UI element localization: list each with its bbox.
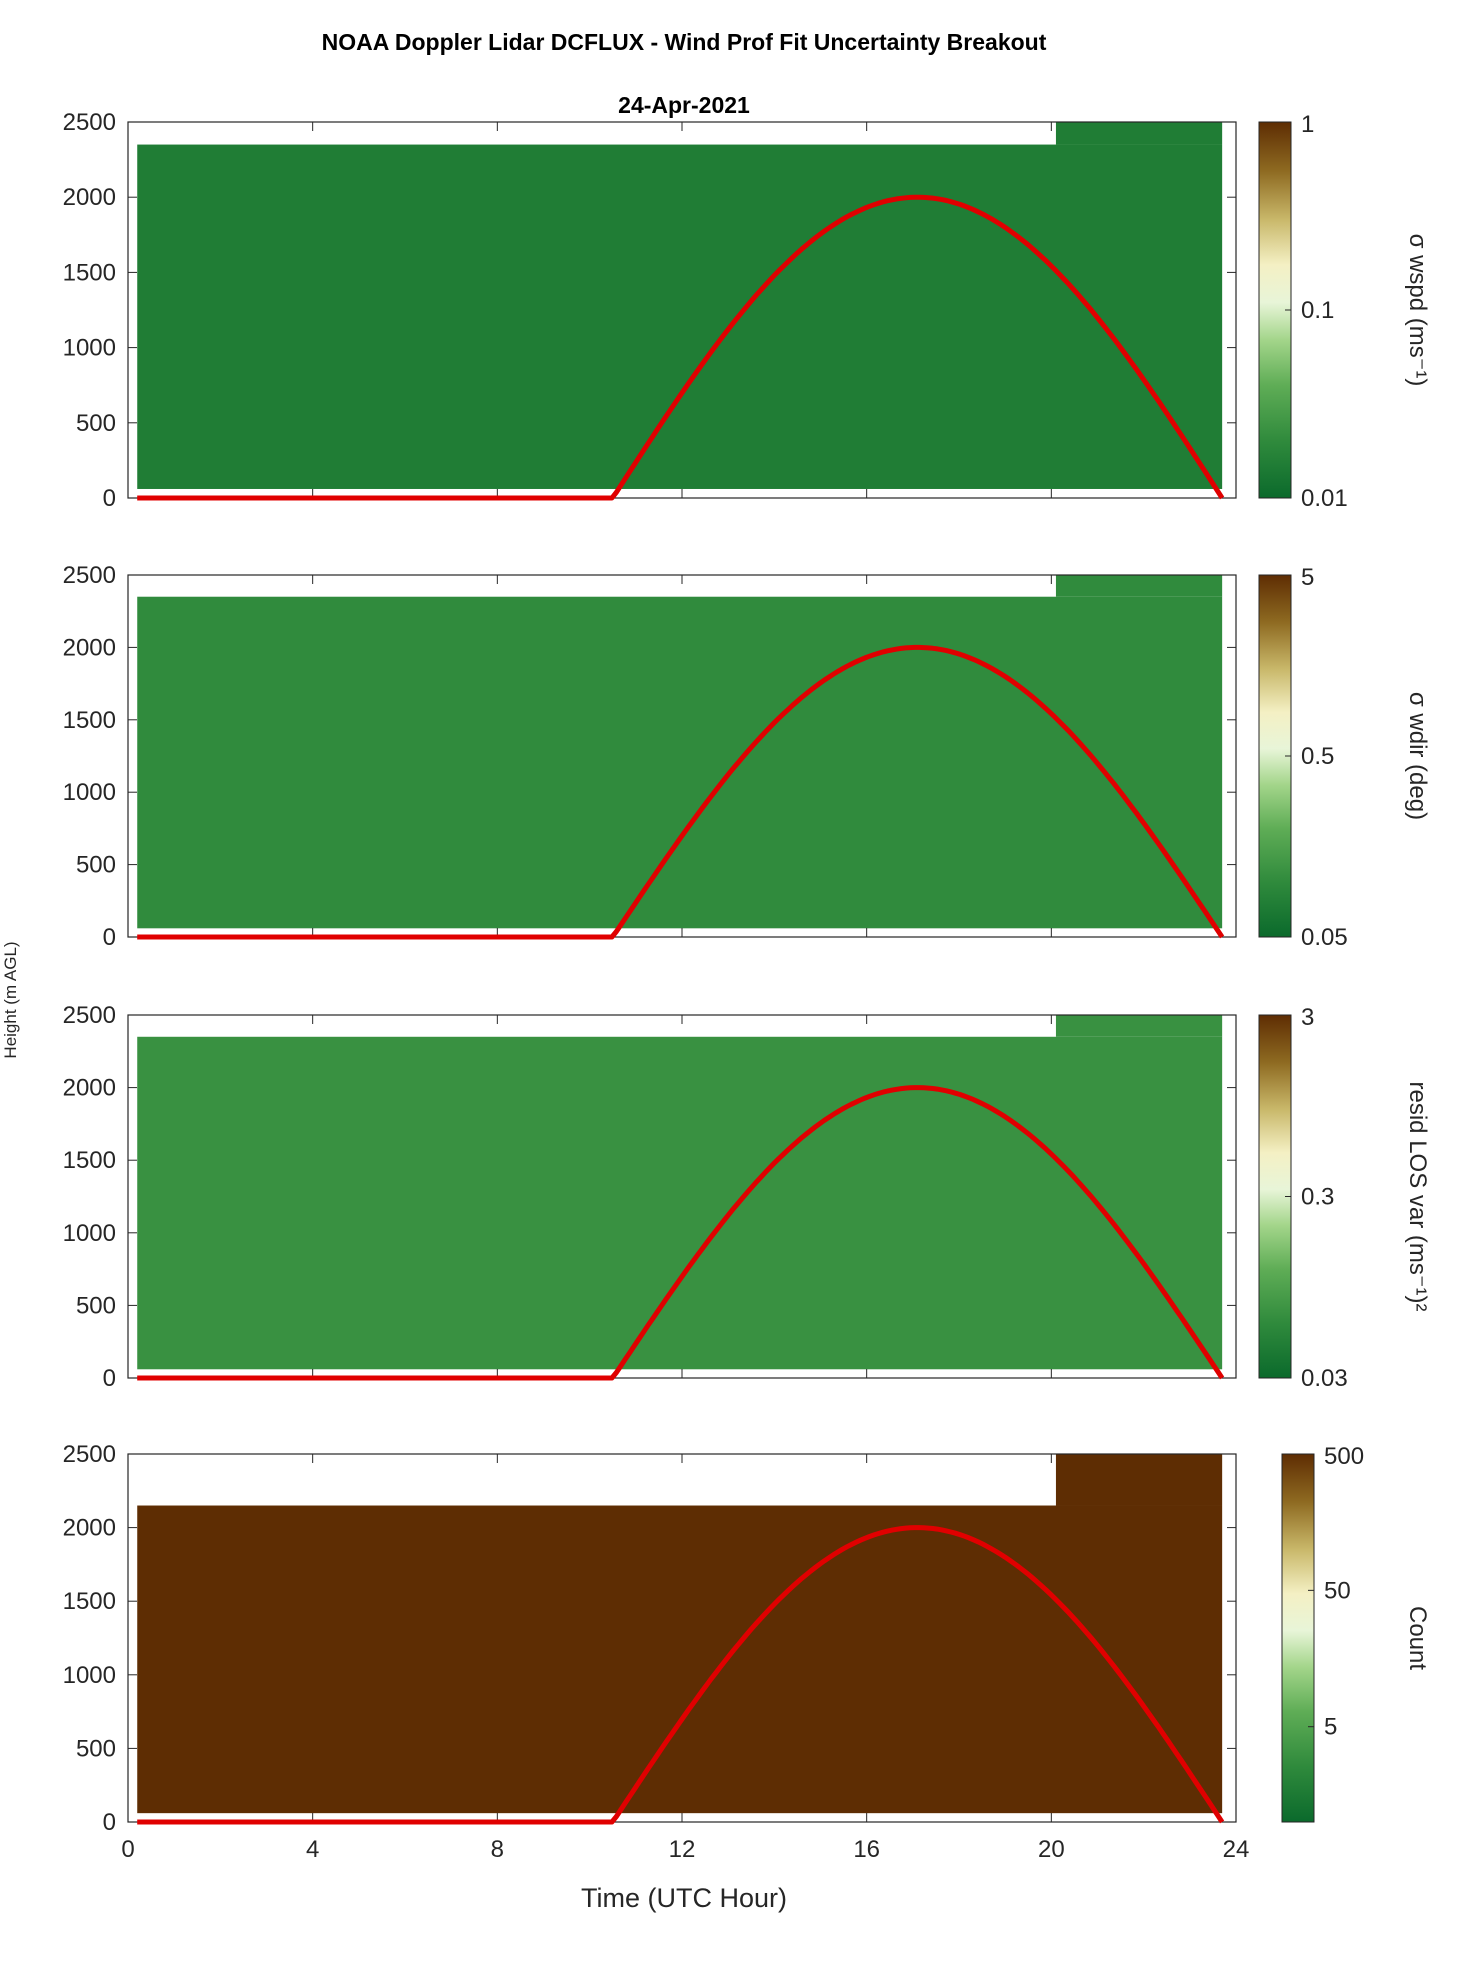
y-tick-label: 2500 xyxy=(63,562,116,589)
colorbar-title: resid LOS var (ms⁻¹)² xyxy=(1404,1081,1431,1311)
colorbar-tick-label: 500 xyxy=(1324,1443,1364,1470)
colorbar-tick-label: 5 xyxy=(1301,564,1314,591)
panel-wspd: 2500 2000 1500 1000 500 0 1 0.1 0.01 σ wspd (ms⁻¹… xyxy=(63,109,1431,512)
y-tick-label: 2000 xyxy=(63,1075,116,1102)
colorbar-title: σ wspd (ms⁻¹) xyxy=(1404,234,1431,387)
colorbar-tick-label: 5 xyxy=(1324,1714,1337,1741)
y-tick-label: 2000 xyxy=(63,634,116,661)
heatmap-field-late xyxy=(1055,122,1223,145)
colorbar-title: σ wdir (deg) xyxy=(1404,692,1431,820)
colorbar-tick-label: 0.01 xyxy=(1301,485,1348,512)
y-tick-label: 1500 xyxy=(63,707,116,734)
colorbar-tick-label: 0.5 xyxy=(1301,743,1334,770)
y-tick-label: 500 xyxy=(76,410,116,437)
colorbar-tick-label: 1 xyxy=(1301,111,1314,138)
y-tick-label: 1000 xyxy=(63,1220,116,1247)
panel-count: 2500 2000 1500 1000 500 00 4 8 12 16 20 24 500 50 5 Cou… xyxy=(63,1441,1431,1863)
colorbar-tick-label: 0.1 xyxy=(1301,297,1334,324)
x-tick-label: 0 xyxy=(121,1836,134,1863)
y-tick-label: 2500 xyxy=(63,1002,116,1029)
y-tick-label: 0 xyxy=(103,1809,116,1836)
x-tick-label: 20 xyxy=(1038,1836,1065,1863)
shared-y-axis-label: Height (m AGL) xyxy=(1,941,20,1058)
y-tick-label: 2000 xyxy=(63,1515,116,1542)
y-tick-label: 2500 xyxy=(63,109,116,136)
x-tick-label: 4 xyxy=(306,1836,319,1863)
heatmap-field xyxy=(137,596,1223,929)
x-tick-label: 8 xyxy=(491,1836,504,1863)
y-tick-label: 1500 xyxy=(63,1588,116,1615)
heatmap-field xyxy=(137,1036,1223,1370)
heatmap-field-late xyxy=(1055,575,1223,597)
y-tick-label: 0 xyxy=(103,924,116,951)
heatmap-field xyxy=(137,144,1223,489)
heatmap-field-late xyxy=(1055,1454,1223,1506)
heatmap-field xyxy=(137,1505,1223,1814)
colorbar xyxy=(1281,1453,1315,1823)
y-tick-label: 500 xyxy=(76,1292,116,1319)
colorbar-tick-label: 0.05 xyxy=(1301,924,1348,951)
y-tick-label: 500 xyxy=(76,1735,116,1762)
y-tick-label: 1500 xyxy=(63,1147,116,1174)
y-tick-label: 1000 xyxy=(63,1662,116,1689)
overlay-curve xyxy=(137,644,1225,940)
colorbar-tick-label: 50 xyxy=(1324,1577,1351,1604)
overlay-curve xyxy=(137,1085,1225,1381)
colorbar-tick-label: 0.3 xyxy=(1301,1184,1334,1211)
x-axis-label: Time (UTC Hour) xyxy=(581,1883,787,1913)
y-tick-label: 1000 xyxy=(63,779,116,806)
figure-date: 24-Apr-2021 xyxy=(618,92,750,118)
heatmap-field-late xyxy=(1055,1015,1223,1037)
x-tick-label: 24 xyxy=(1223,1836,1250,1863)
y-tick-label: 2000 xyxy=(63,184,116,211)
panel-wdir: 2500 2000 1500 1000 500 0 5 0.5 0.05 σ wdir (deg) xyxy=(63,562,1431,951)
overlay-curve xyxy=(137,194,1225,501)
y-tick-label: 1500 xyxy=(63,259,116,286)
overlay-curve xyxy=(137,1525,1225,1825)
colorbar xyxy=(1258,1014,1292,1379)
colorbar-tick-label: 3 xyxy=(1301,1004,1314,1031)
x-tick-label: 12 xyxy=(669,1836,696,1863)
y-tick-label: 500 xyxy=(76,852,116,879)
y-tick-label: 1000 xyxy=(63,335,116,362)
y-tick-label: 0 xyxy=(103,485,116,512)
y-tick-label: 2500 xyxy=(63,1441,116,1468)
x-tick-label: 16 xyxy=(853,1836,880,1863)
y-tick-label: 0 xyxy=(103,1365,116,1392)
colorbar-title: Count xyxy=(1404,1606,1431,1670)
figure-title: NOAA Doppler Lidar DCFLUX - Wind Prof Fi… xyxy=(322,29,1047,55)
panel-resid: 2500 2000 1500 1000 500 0 3 0.3 0.03 resid LOS va… xyxy=(63,1002,1431,1392)
colorbar-tick-label: 0.03 xyxy=(1301,1365,1348,1392)
